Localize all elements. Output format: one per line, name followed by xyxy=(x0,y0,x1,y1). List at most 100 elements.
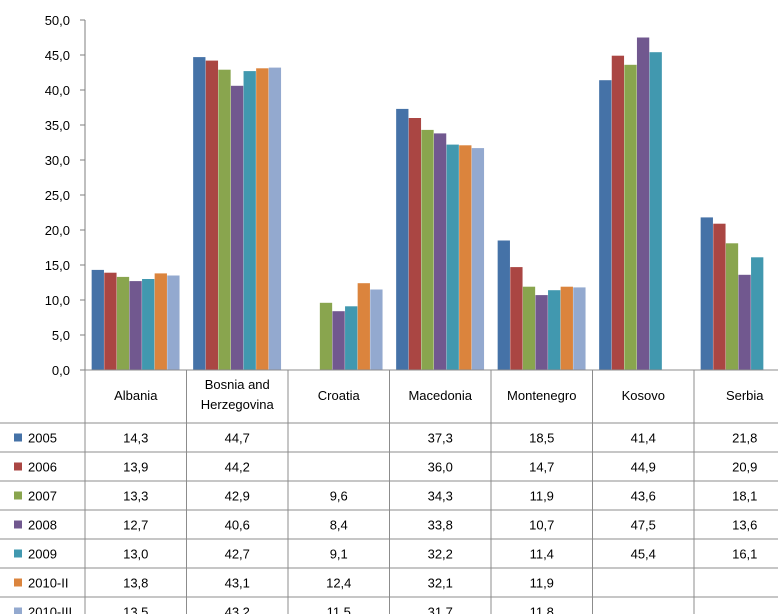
table-cell-value: 31,7 xyxy=(428,605,453,614)
table-cell-value: 34,3 xyxy=(428,489,453,504)
bar-2009-montenegro xyxy=(548,290,561,370)
table-cell-value: 43,6 xyxy=(631,489,656,504)
table-cell-value: 44,2 xyxy=(225,460,250,475)
table-cell-value: 45,4 xyxy=(631,547,656,562)
table-cell-value: 13,0 xyxy=(123,547,148,562)
bar-2007-macedonia xyxy=(421,129,434,370)
table-cell-value: 9,1 xyxy=(330,547,348,562)
bar-2007-croatia xyxy=(319,302,333,370)
bar-2009-croatia xyxy=(345,306,358,370)
bar-2009-kosovo xyxy=(649,52,662,370)
legend-swatch-2008 xyxy=(14,520,22,529)
table-cell-value: 8,4 xyxy=(330,518,348,533)
bar-2007-bosnia-and-herzegovina xyxy=(218,69,231,370)
table-cell-value: 18,1 xyxy=(732,489,757,504)
table-cell-value: 36,0 xyxy=(428,460,453,475)
bar-2005-kosovo xyxy=(599,80,612,370)
table-cell-value: 13,5 xyxy=(123,605,148,614)
table-cell-value: 11,9 xyxy=(530,489,554,504)
legend-swatch-2010-III xyxy=(14,607,22,614)
series-label: 2010-II xyxy=(28,576,68,591)
y-tick-label: 20,0 xyxy=(45,223,70,238)
y-tick-label: 15,0 xyxy=(45,258,70,273)
bar-2010-II-bosnia-and-herzegovina xyxy=(256,68,269,371)
table-cell-value: 11,5 xyxy=(327,605,351,614)
table-cell-value: 13,3 xyxy=(123,489,148,504)
table-cell-value: 16,1 xyxy=(732,547,757,562)
category-label: Croatia xyxy=(318,388,361,403)
category-label: Kosovo xyxy=(622,388,665,403)
bar-2009-macedonia xyxy=(446,144,459,370)
bar-2009-bosnia-and-herzegovina xyxy=(243,71,256,370)
y-tick-label: 50,0 xyxy=(45,13,70,28)
bar-2007-serbia xyxy=(725,243,739,370)
table-cell-value: 21,8 xyxy=(732,431,757,446)
table-cell-value: 13,6 xyxy=(732,518,757,533)
y-tick-label: 10,0 xyxy=(45,293,70,308)
series-label: 2008 xyxy=(28,518,57,533)
legend-swatch-2007 xyxy=(14,491,22,500)
table-cell-value: 40,6 xyxy=(225,518,250,533)
legend-swatch-2009 xyxy=(14,549,22,558)
y-tick-label: 25,0 xyxy=(45,188,70,203)
bar-2010-II-macedonia xyxy=(459,145,472,370)
category-label: Serbia xyxy=(726,388,764,403)
bar-2006-montenegro xyxy=(510,267,523,370)
y-tick-label: 40,0 xyxy=(45,83,70,98)
table-cell-value: 43,1 xyxy=(225,576,250,591)
bar-2008-macedonia xyxy=(433,133,447,370)
table-cell-value: 47,5 xyxy=(631,518,656,533)
table-cell-value: 33,8 xyxy=(428,518,453,533)
y-axis: 0,0 5,0 10,0 15,0 20,0 25,0 30,0 35,0 40,0 45,0 50… xyxy=(45,13,86,378)
bar-2010-III-montenegro xyxy=(573,287,586,370)
table-cell-value: 20,9 xyxy=(732,460,757,475)
table-cell-value: 11,9 xyxy=(530,576,554,591)
bar-2010-III-macedonia xyxy=(471,148,485,370)
series-label: 2007 xyxy=(28,489,57,504)
table-cell-value: 14,7 xyxy=(529,460,554,475)
y-tick-label: 35,0 xyxy=(45,118,70,133)
table-cell-value: 12,7 xyxy=(123,518,148,533)
table-cell-value: 43,2 xyxy=(225,605,250,614)
table-cell-value: 9,6 xyxy=(330,489,348,504)
bar-2007-albania xyxy=(116,276,130,370)
category-label: Bosnia and Herzegovina xyxy=(201,377,275,412)
y-tick-label: 5,0 xyxy=(52,328,70,343)
bar-2005-macedonia xyxy=(396,108,409,371)
category-label: Montenegro xyxy=(507,388,576,403)
table-cell-value: 13,8 xyxy=(123,576,148,591)
bar-2007-kosovo xyxy=(624,64,637,371)
table-cell-value: 44,7 xyxy=(225,431,250,446)
bar-2006-serbia xyxy=(713,223,726,370)
bar-2008-croatia xyxy=(332,311,345,370)
legend-swatch-2006 xyxy=(14,462,22,471)
table-cell-value: 10,7 xyxy=(529,518,554,533)
bar-2006-kosovo xyxy=(611,55,625,370)
legend-swatch-2010-II xyxy=(14,578,22,587)
table-cell-value: 44,9 xyxy=(631,460,656,475)
bar-2005-montenegro xyxy=(497,240,510,370)
table-cell-value: 11,8 xyxy=(530,605,554,614)
series-label: 2006 xyxy=(28,460,57,475)
bar-2005-albania xyxy=(91,269,104,370)
bar-2010-II-montenegro xyxy=(560,286,573,370)
legend-swatch-2005 xyxy=(14,433,22,442)
table-cell-value: 32,1 xyxy=(428,576,453,591)
bar-2009-albania xyxy=(142,279,155,370)
category-label: Macedonia xyxy=(408,388,472,403)
bar-2009-serbia xyxy=(751,257,764,370)
table-cell-value: 37,3 xyxy=(428,431,453,446)
table-cell-value: 41,4 xyxy=(631,431,656,446)
bar-2007-montenegro xyxy=(522,286,536,370)
bar-2006-macedonia xyxy=(408,118,422,370)
table-cell-value: 42,7 xyxy=(225,547,250,562)
bar-2008-montenegro xyxy=(535,295,548,370)
bar-2008-bosnia-and-herzegovina xyxy=(230,85,244,371)
data-table: Albania Bosnia and Herzegovina Croatia Maced… xyxy=(0,369,778,614)
category-label: Albania xyxy=(114,388,158,403)
bar-2010-II-albania xyxy=(154,273,167,370)
table-cell-value: 13,9 xyxy=(123,460,148,475)
table-cell-value: 12,4 xyxy=(326,576,351,591)
bars xyxy=(91,37,764,371)
